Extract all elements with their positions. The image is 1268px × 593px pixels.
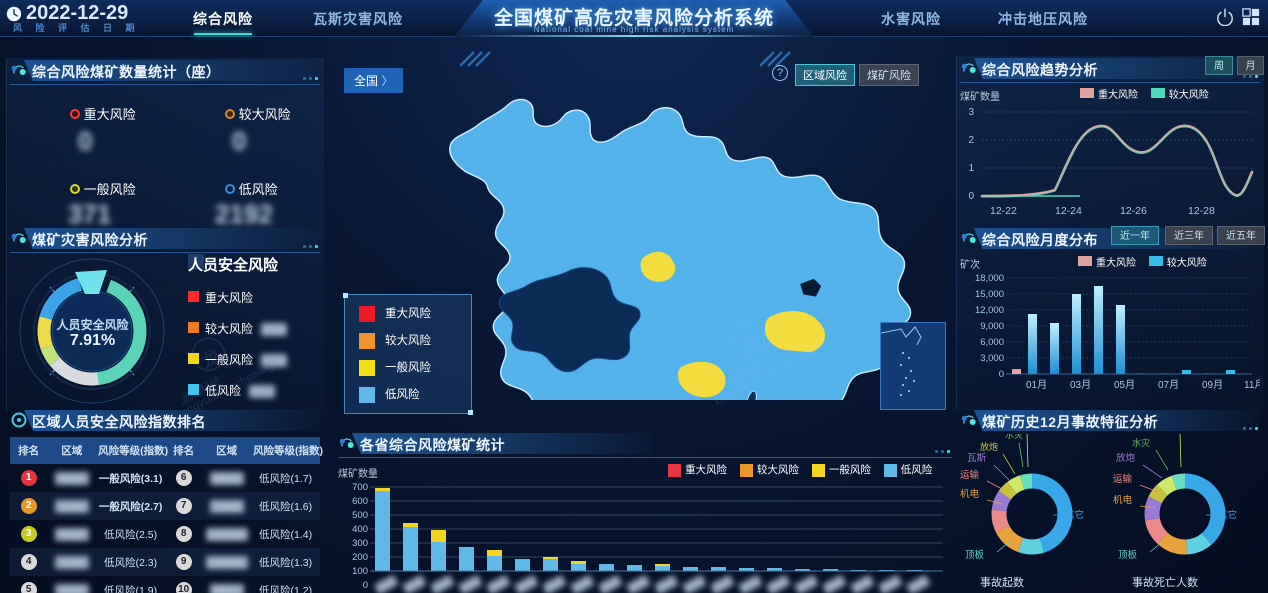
svg-text:600: 600: [352, 496, 368, 507]
svg-text:水灾: 水灾: [1005, 434, 1023, 440]
svg-text:0: 0: [968, 191, 974, 202]
svg-text:400: 400: [352, 524, 368, 535]
svg-text:12-22: 12-22: [990, 205, 1017, 217]
svg-text:500: 500: [352, 510, 368, 521]
svg-text:1: 1: [968, 163, 974, 174]
svg-text:700: 700: [352, 482, 368, 493]
svg-text:放炮: 放炮: [980, 441, 998, 452]
svg-text:18,000: 18,000: [975, 273, 1004, 284]
svg-text:11月: 11月: [1244, 379, 1260, 391]
svg-text:机电: 机电: [960, 488, 980, 500]
svg-text:15,000: 15,000: [975, 289, 1004, 300]
svg-text:其它: 其它: [1065, 509, 1084, 521]
svg-text:放炮: 放炮: [1116, 452, 1136, 464]
svg-text:09月: 09月: [1202, 379, 1223, 391]
svg-text:01月: 01月: [1026, 379, 1047, 391]
svg-text:9,000: 9,000: [980, 321, 1004, 332]
svg-text:12-28: 12-28: [1188, 205, 1215, 217]
svg-text:机电: 机电: [1113, 494, 1133, 506]
svg-text:100: 100: [352, 566, 368, 577]
svg-text:其它: 其它: [1218, 509, 1237, 521]
svg-text:顶板: 顶板: [965, 549, 985, 561]
svg-text:水灾: 水灾: [1132, 437, 1150, 448]
svg-text:顶板: 顶板: [1118, 549, 1138, 561]
svg-text:12-24: 12-24: [1055, 205, 1082, 217]
svg-text:12,000: 12,000: [975, 305, 1004, 316]
svg-text:0: 0: [999, 369, 1004, 380]
svg-text:瓦斯: 瓦斯: [967, 452, 987, 464]
svg-text:12-26: 12-26: [1120, 205, 1147, 217]
svg-text:3,000: 3,000: [980, 353, 1004, 364]
svg-text:200: 200: [352, 552, 368, 563]
svg-text:3: 3: [968, 107, 974, 118]
svg-text:03月: 03月: [1070, 379, 1091, 391]
svg-text:6,000: 6,000: [980, 337, 1004, 348]
svg-text:2: 2: [968, 135, 974, 146]
svg-text:300: 300: [352, 538, 368, 549]
svg-text:运输: 运输: [1113, 473, 1133, 485]
svg-text:05月: 05月: [1114, 379, 1135, 391]
svg-text:07月: 07月: [1158, 379, 1179, 391]
svg-text:运输: 运输: [960, 469, 980, 481]
